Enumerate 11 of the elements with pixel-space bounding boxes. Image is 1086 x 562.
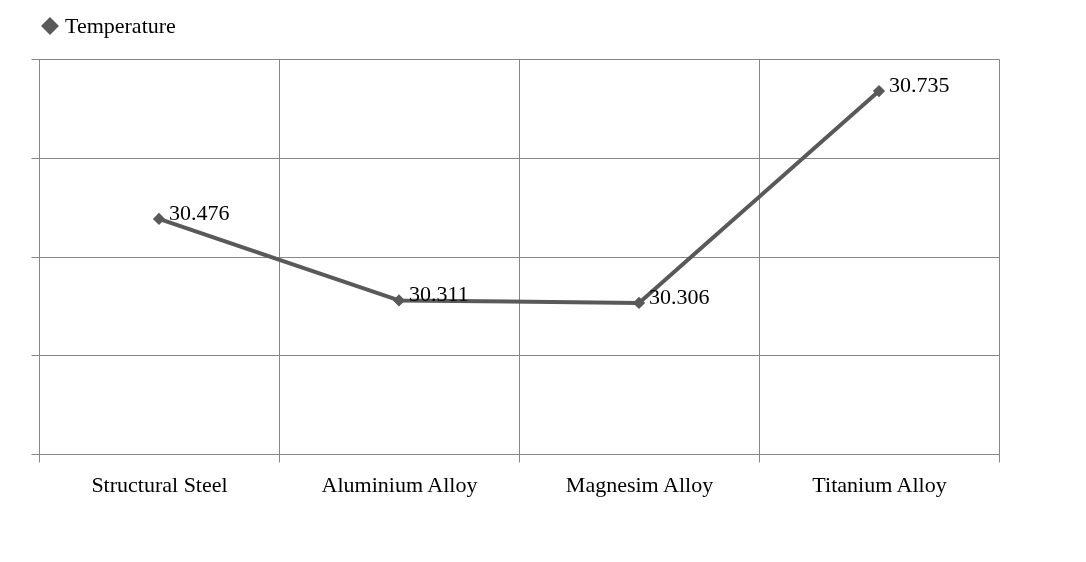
x-tick-label: Aluminium Alloy bbox=[321, 471, 478, 497]
x-tick-label: Structural Steel bbox=[91, 471, 228, 497]
data-label: 30.476 bbox=[169, 199, 230, 225]
legend-label: Temperature bbox=[65, 13, 176, 38]
data-label: 30.735 bbox=[889, 72, 950, 98]
point bbox=[872, 84, 886, 98]
point bbox=[152, 212, 166, 226]
x-tick-label: Magnesim Alloy bbox=[565, 471, 714, 497]
data-label: 30.306 bbox=[649, 283, 710, 309]
point bbox=[392, 294, 406, 307]
x-tick-label: Titanium Alloy bbox=[812, 471, 947, 497]
